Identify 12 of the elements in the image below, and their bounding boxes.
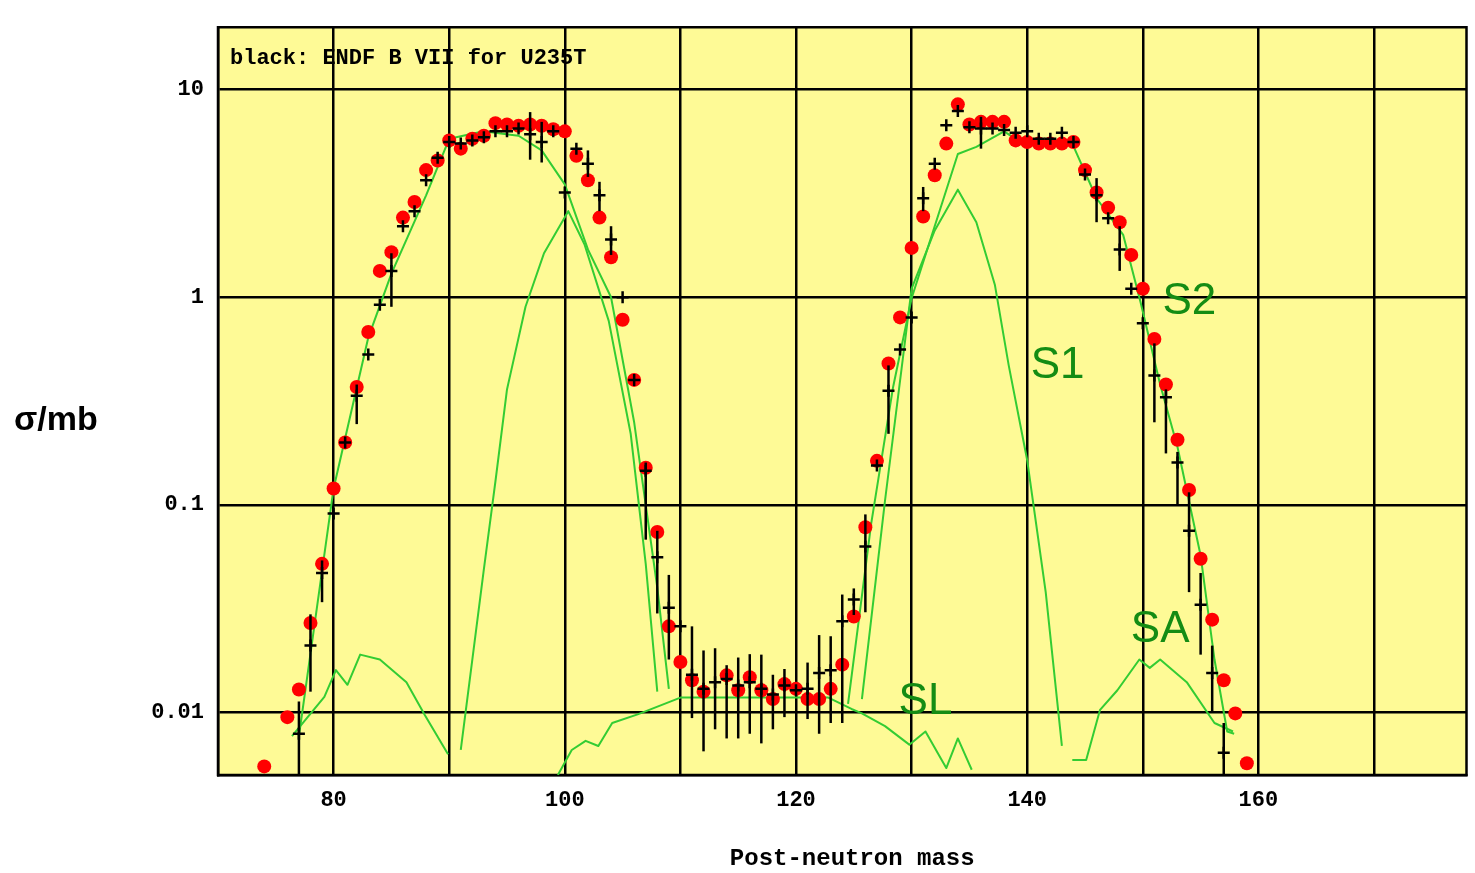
x-axis-title: Post-neutron mass [729,845,975,873]
y-tick-label: 1 [190,284,204,310]
y-tick-label: 10 [177,77,204,103]
annotation: S1 [1030,337,1085,387]
x-tick-label: 80 [320,787,347,813]
x-tick-label: 160 [1238,787,1279,813]
y-tick-label: 0.1 [164,492,204,518]
y-tick-label: 0.01 [151,700,204,726]
y-axis-title: σ/mb [14,399,98,438]
x-tick-label: 140 [1007,787,1048,813]
x-tick-label: 100 [545,787,585,813]
x-tick-label: 120 [776,787,816,813]
